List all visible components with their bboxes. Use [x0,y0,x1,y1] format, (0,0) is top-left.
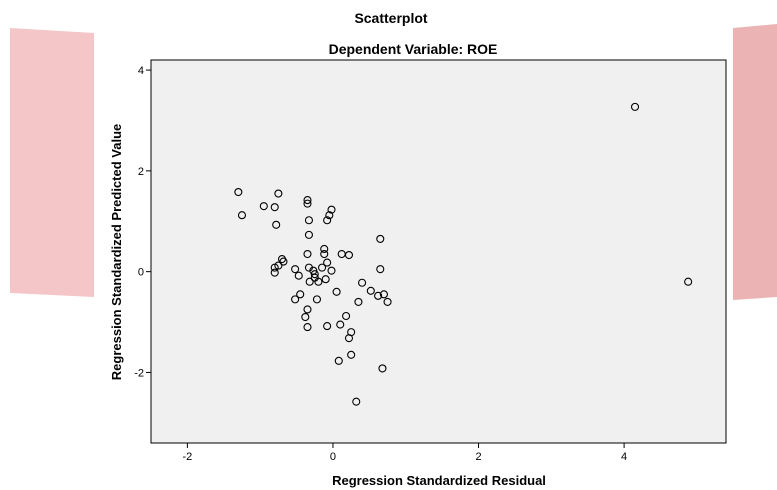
scatter-point [234,187,243,197]
scatter-point [312,295,321,304]
x-tick-label: -2 [183,451,193,463]
scatter-point [321,275,330,284]
scatter-point [304,230,313,239]
scatter-point [279,257,288,266]
data-points [234,102,693,406]
scatter-point [303,249,312,259]
scatter-point [327,205,336,214]
scatter-point [342,311,351,321]
scatter-point [296,290,305,299]
y-tick-label: 0 [138,267,144,279]
scatter-point [344,334,354,343]
scatter-point [344,250,354,260]
scatter-point [303,199,312,208]
scatter-point [336,320,345,329]
scatter-point [358,278,367,287]
scatter-point [294,271,303,280]
scatter-point [270,203,279,212]
plot-area [150,59,727,444]
x-tick-label: 0 [330,451,336,463]
x-tick-label: 4 [621,451,627,463]
chart-title: Scatterplot [354,10,427,26]
y-tick-label: -2 [134,367,144,379]
scatter-point [301,312,310,322]
scatter-point [374,291,383,300]
axis-ticks: -2 0 2 4 -2 0 2 4 [134,65,627,463]
scatter-point [303,196,312,205]
scatter-point [323,258,332,267]
scatter-point [310,270,319,279]
scatter-point [270,268,279,277]
y-tick-label: 4 [138,65,144,77]
scatter-point [366,286,375,295]
scatter-point [323,322,332,331]
scatter-point [376,234,385,243]
scatter-point [320,249,329,259]
y-axis-title: Regression Standardized Predicted Value [109,124,124,380]
scatter-point [354,297,363,306]
x-axis-title: Regression Standardized Residual [332,473,546,488]
scatter-point [291,265,300,274]
scatter-point [379,290,388,299]
scatter-point [325,211,334,220]
left-side-panel [10,28,94,297]
scatter-point [304,216,313,225]
scatter-point [347,350,356,359]
scatter-point [320,244,329,254]
scatter-point [352,397,361,406]
chart-subtitle: Dependent Variable: ROE [329,41,498,57]
right-side-panel [733,24,777,300]
scatter-point [376,265,385,274]
scatter-point [259,202,268,211]
scatter-point [237,211,247,220]
scatter-point [270,263,279,272]
scatter-point [317,263,327,272]
scatter-point [305,277,314,286]
scatter-point [291,295,300,304]
scatter-point [314,277,323,286]
scatter-point [272,220,281,229]
scatter-point [378,364,387,373]
x-tick-label: 2 [475,451,481,463]
y-tick-label: 2 [138,166,144,178]
scatter-point [684,277,693,286]
scatter-point [303,323,312,332]
scatter-point [303,305,312,314]
scatter-point [334,356,343,365]
scatter-point [323,216,332,225]
scatter-point [332,287,341,296]
scatter-point [274,189,283,198]
scatter-point [383,297,392,306]
scatter-point [327,266,336,275]
scatter-point [630,102,640,111]
